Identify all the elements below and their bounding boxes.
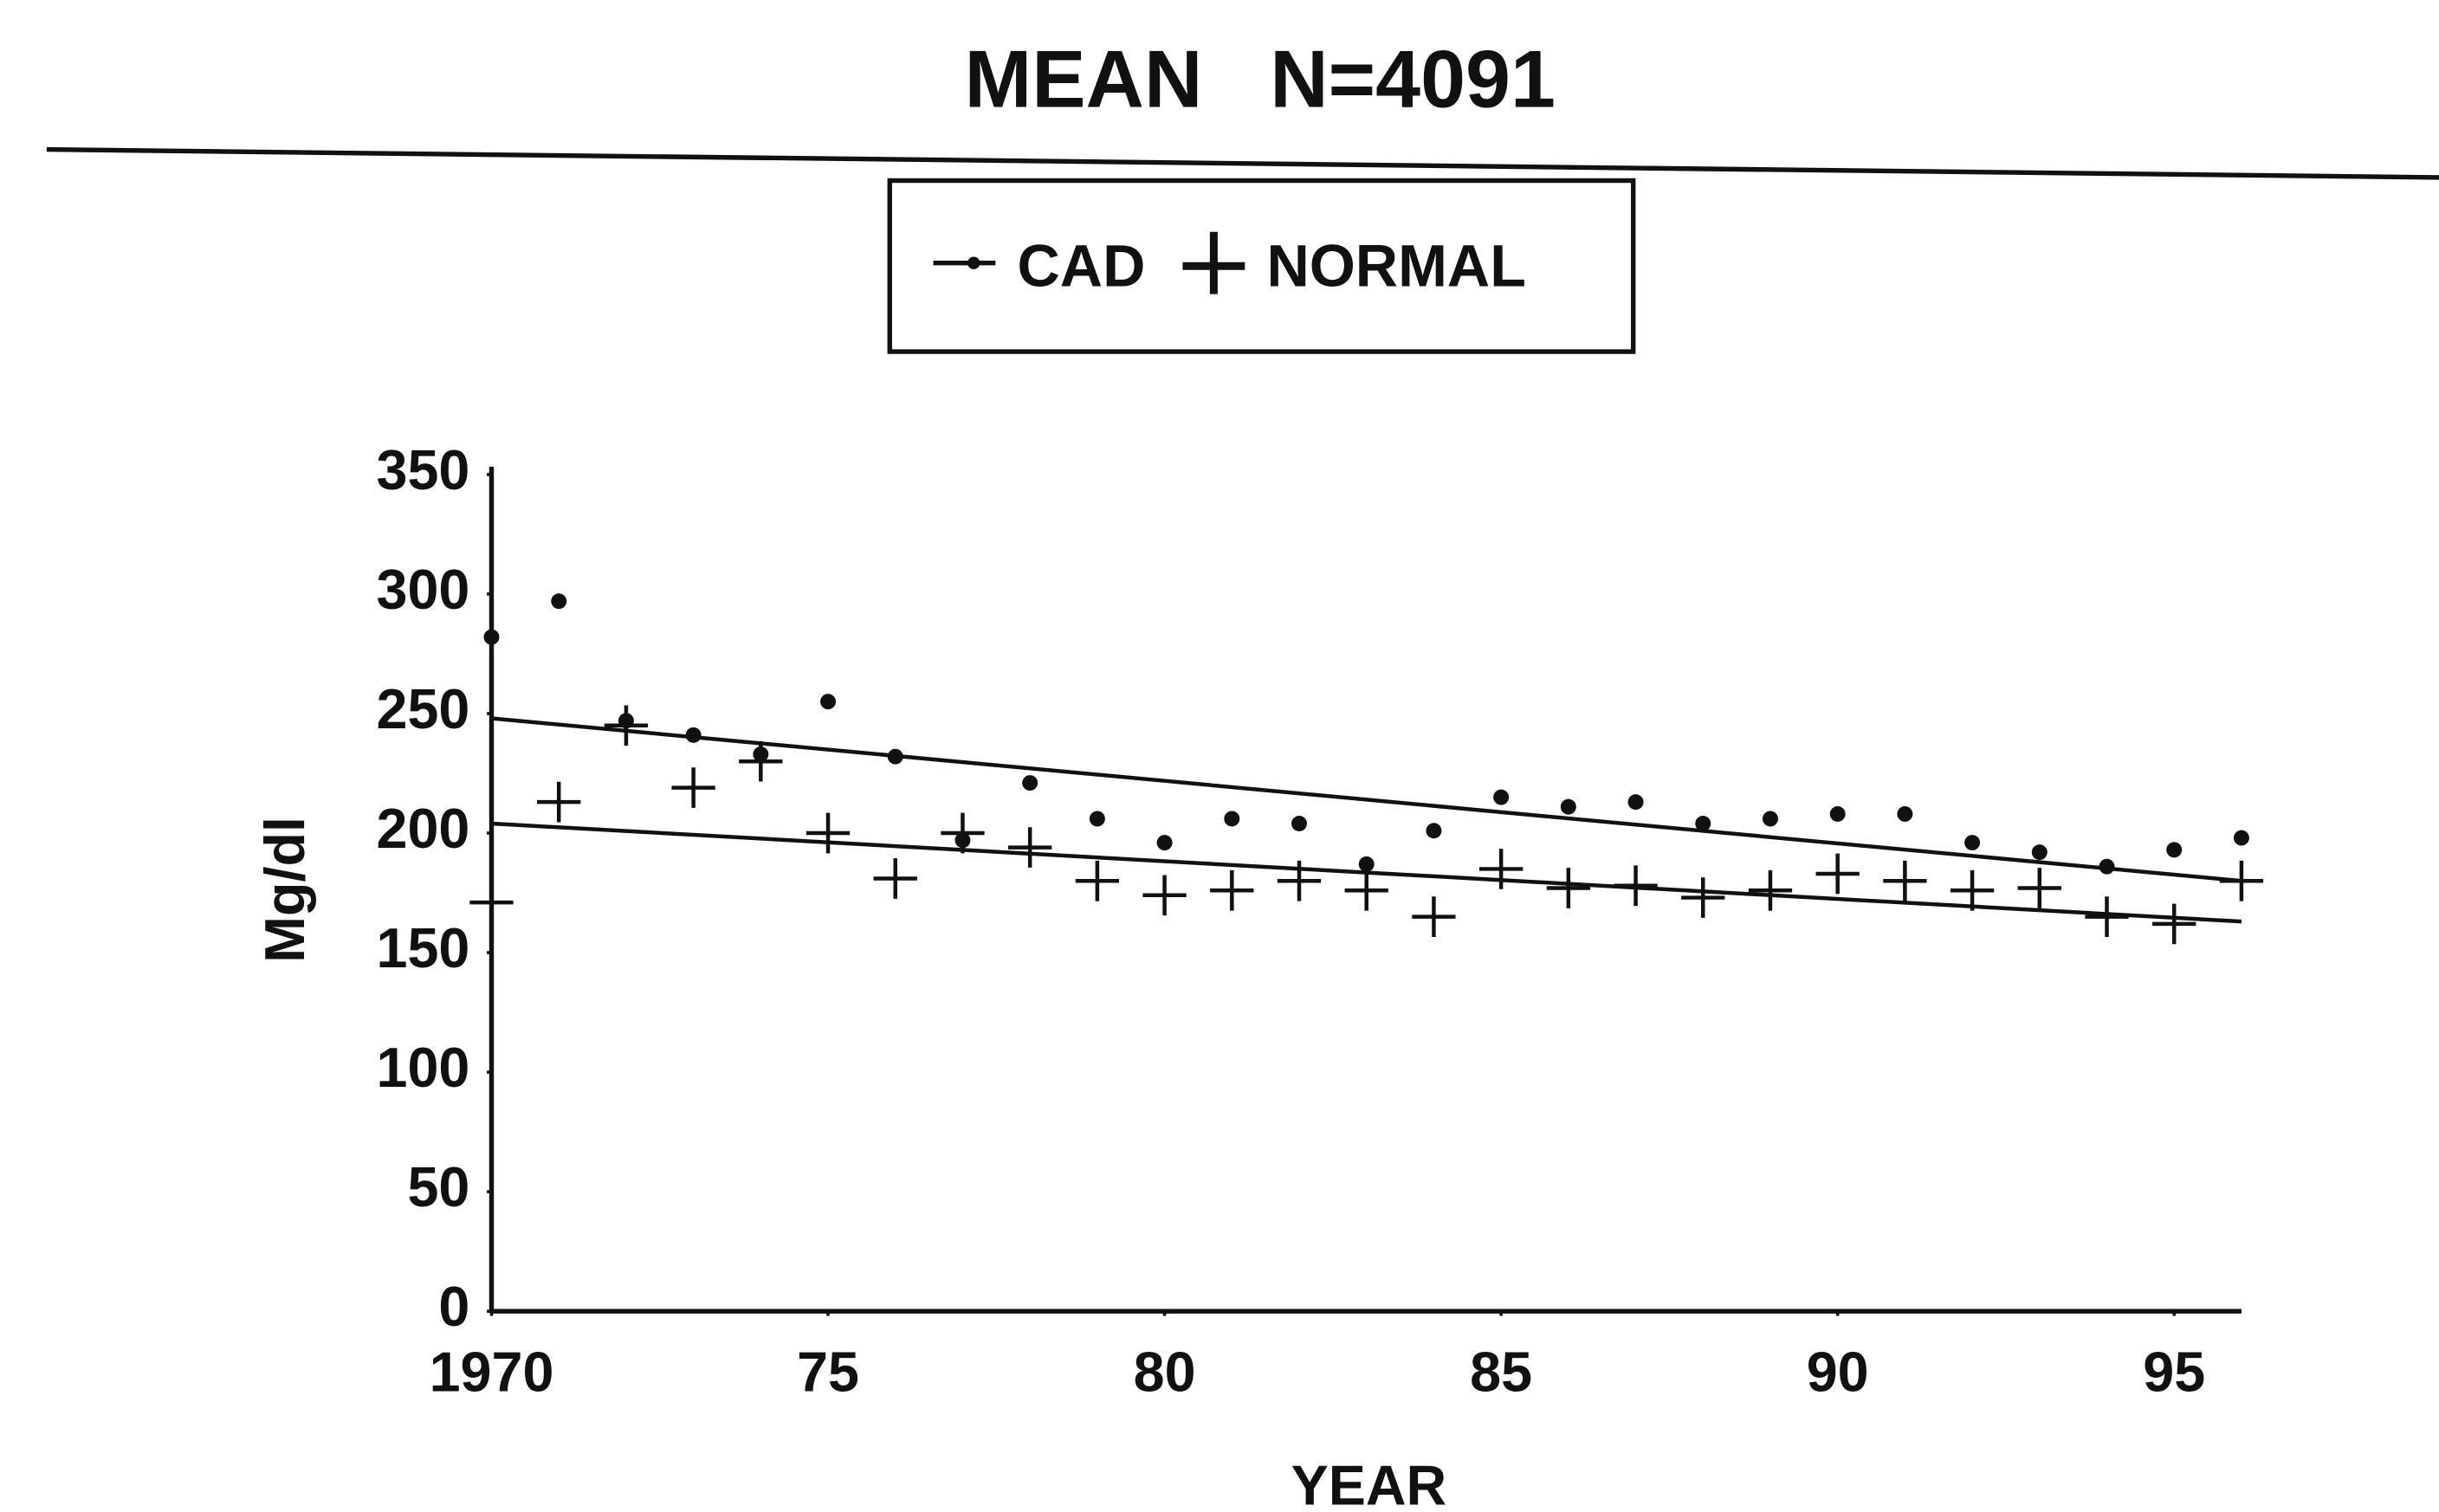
data-point bbox=[1142, 875, 1187, 916]
x-tick-label: 1970 bbox=[430, 1341, 554, 1404]
x-tick-label: 85 bbox=[1470, 1341, 1532, 1404]
data-point bbox=[1426, 823, 1442, 839]
y-tick-label: 50 bbox=[407, 1155, 469, 1218]
data-point bbox=[537, 781, 581, 823]
data-point bbox=[685, 727, 702, 743]
data-point bbox=[2017, 868, 2061, 908]
data-point bbox=[1748, 869, 1793, 911]
data-point bbox=[1493, 789, 1510, 805]
data-point bbox=[1358, 856, 1375, 872]
data-point bbox=[2152, 903, 2196, 945]
data-point bbox=[1950, 869, 1995, 911]
data-point bbox=[1614, 865, 1658, 907]
y-axis-label: Mg/dl bbox=[253, 817, 316, 963]
data-point bbox=[671, 767, 715, 808]
legend-label: CAD bbox=[1018, 234, 1146, 300]
data-point bbox=[1546, 868, 1590, 908]
data-point bbox=[2099, 858, 2115, 875]
data-point bbox=[2085, 896, 2129, 937]
data-point bbox=[1089, 811, 1105, 827]
data-point bbox=[1478, 849, 1524, 889]
data-point bbox=[1210, 869, 1254, 911]
x-tick-label: 75 bbox=[797, 1341, 859, 1404]
y-tick-label: 300 bbox=[377, 558, 470, 621]
data-point bbox=[1897, 805, 1913, 822]
title-rule bbox=[46, 146, 2439, 180]
data-point bbox=[2031, 844, 2048, 861]
y-tick-label: 100 bbox=[377, 1036, 470, 1099]
legend-marker bbox=[1182, 231, 1245, 294]
y-tick-label: 350 bbox=[377, 438, 470, 501]
trend-line bbox=[491, 716, 2242, 883]
data-point bbox=[1681, 877, 1725, 918]
data-point bbox=[1883, 860, 1927, 901]
data-point bbox=[2166, 842, 2183, 858]
data-point bbox=[2219, 860, 2264, 901]
legend-label: NORMAL bbox=[1266, 234, 1525, 300]
data-point bbox=[1695, 816, 1711, 831]
data-point bbox=[739, 740, 783, 782]
data-point bbox=[1815, 853, 1860, 895]
y-tick-label: 0 bbox=[438, 1275, 469, 1338]
data-point bbox=[1291, 816, 1307, 831]
data-point bbox=[1627, 794, 1644, 811]
x-tick-label: 90 bbox=[1807, 1341, 1869, 1404]
data-point bbox=[1412, 896, 1456, 937]
y-tick-label: 250 bbox=[377, 677, 470, 740]
data-point bbox=[2233, 830, 2249, 846]
data-point bbox=[941, 812, 985, 854]
data-point bbox=[1964, 835, 1981, 851]
x-tick-label: 80 bbox=[1134, 1341, 1196, 1404]
data-point bbox=[1156, 835, 1173, 851]
y-tick-label: 200 bbox=[377, 797, 470, 860]
x-axis-label: YEAR bbox=[1291, 1454, 1447, 1512]
data-point bbox=[1022, 775, 1038, 792]
data-point bbox=[1075, 860, 1120, 901]
data-point bbox=[820, 694, 837, 710]
data-point bbox=[1224, 811, 1240, 827]
data-point bbox=[1560, 798, 1576, 815]
data-point bbox=[887, 748, 903, 765]
legend-box bbox=[887, 178, 1636, 354]
legend-marker bbox=[967, 256, 980, 269]
data-point bbox=[551, 593, 567, 610]
data-point bbox=[805, 812, 851, 854]
chart-title: MEAN N=4091 bbox=[964, 34, 1555, 125]
data-point bbox=[1277, 860, 1322, 901]
x-tick-label: 95 bbox=[2143, 1341, 2205, 1404]
data-point bbox=[469, 882, 514, 923]
data-point bbox=[1762, 811, 1778, 827]
data-point bbox=[483, 629, 500, 645]
data-point bbox=[604, 705, 649, 746]
data-point bbox=[873, 858, 917, 899]
data-point bbox=[1008, 827, 1052, 868]
data-point bbox=[1829, 805, 1846, 822]
data-point bbox=[1344, 869, 1388, 911]
y-tick-label: 150 bbox=[377, 916, 470, 979]
